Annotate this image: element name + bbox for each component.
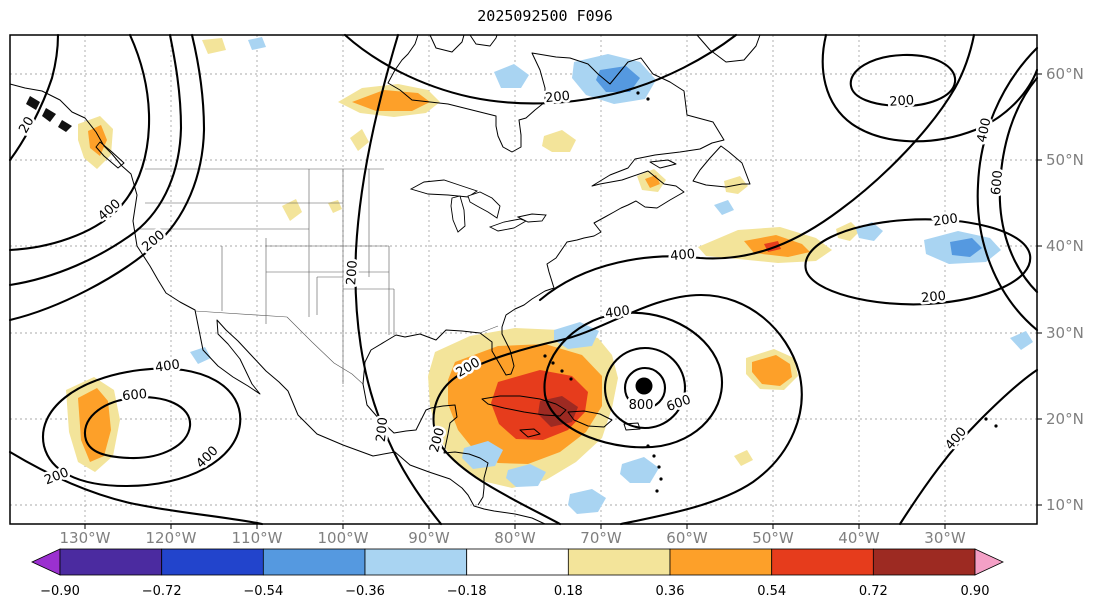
y-tick-label: 40°N	[1046, 237, 1084, 255]
x-tick-label: 40°W	[838, 529, 880, 547]
y-tick-label: 10°N	[1046, 496, 1084, 514]
island-specks	[543, 91, 998, 493]
y-tick-label: 20°N	[1046, 410, 1084, 428]
contour-label: 600	[122, 387, 148, 404]
contour-label: 400	[943, 424, 970, 453]
x-tick-label: 100°W	[318, 529, 369, 547]
contour-label: 800	[629, 398, 654, 413]
colorbar-segment	[669, 548, 773, 576]
colorbar-segment	[364, 548, 468, 576]
contour-label: 400	[154, 357, 181, 375]
colorbar-tick-label: 0.36	[656, 584, 685, 599]
contour-label: 400	[604, 303, 631, 321]
x-tick-label: 120°W	[146, 529, 197, 547]
page-title: 2025092500 F096	[477, 7, 612, 25]
colorbar-under-arrow	[31, 548, 61, 576]
x-tick-label: 90°W	[408, 529, 450, 547]
x-tick-label: 130°W	[60, 529, 111, 547]
contour-lines	[8, 33, 1039, 526]
colorbar-segment	[466, 548, 569, 576]
colorbar-tick-label: 0.18	[554, 584, 583, 599]
colorbar-tick-label: 0.72	[859, 584, 888, 599]
x-axis-labels: 130°W 120°W 110°W 100°W 90°W 80°W 70°W 6…	[60, 529, 966, 547]
y-axis-labels: 60°N 50°N 40°N 30°N 20°N 10°N	[1046, 65, 1084, 514]
colorbar-segment	[161, 548, 264, 576]
map-border	[9, 34, 1038, 525]
contour-label: 600	[989, 170, 1006, 196]
x-tick-label: 50°W	[752, 529, 794, 547]
colorbar-segment	[872, 548, 976, 576]
colorbar-tick-label: −0.18	[447, 584, 487, 599]
colorbar-segment	[771, 548, 874, 576]
colorbar: −0.90 −0.72 −0.54 −0.36 −0.18 0.18 0.36 …	[31, 548, 1004, 599]
contour-label: 200	[921, 289, 947, 307]
axis-ticks	[84, 73, 1042, 529]
great-lakes	[409, 179, 547, 233]
contour-label: 400	[95, 197, 123, 225]
colorbar-over-arrow	[974, 548, 1004, 576]
state-borders	[137, 168, 499, 385]
colorbar-segment	[567, 548, 671, 576]
y-tick-label: 50°N	[1046, 151, 1084, 169]
colorbar-tick-label: −0.36	[345, 584, 385, 599]
contour-label: 200	[139, 228, 168, 255]
contour-label: 400	[670, 247, 696, 264]
x-tick-label: 60°W	[666, 529, 708, 547]
colorbar-tick-label: 0.54	[757, 584, 786, 599]
colorbar-tick-label: 0.90	[961, 584, 990, 599]
contour-label: 600	[665, 392, 693, 415]
contour-label: 200	[344, 260, 361, 286]
contour-label: 200	[889, 93, 915, 110]
contour-label: 400	[975, 117, 995, 144]
contour-label: 200	[932, 211, 959, 229]
y-tick-label: 30°N	[1046, 324, 1084, 342]
lonlat-grid	[10, 35, 1037, 524]
x-tick-label: 70°W	[580, 529, 622, 547]
colorbar-segment	[59, 548, 163, 576]
colorbar-tick-label: −0.72	[142, 584, 182, 599]
contour-label: 200	[42, 465, 71, 488]
contour-label: 200	[545, 89, 571, 107]
x-tick-label: 110°W	[232, 529, 283, 547]
colorbar-segment	[262, 548, 366, 576]
colorbar-tick-label: −0.90	[40, 584, 80, 599]
colorbar-tick-label: −0.54	[243, 584, 283, 599]
contour-label: 400	[193, 443, 221, 471]
storm-center-dot	[635, 377, 653, 395]
anomaly-shading-mediumblue	[596, 66, 982, 257]
y-tick-label: 60°N	[1046, 65, 1084, 83]
x-tick-label: 80°W	[494, 529, 536, 547]
coastlines	[9, 34, 761, 525]
contour-label: 200	[374, 417, 392, 443]
x-tick-label: 30°W	[924, 529, 966, 547]
